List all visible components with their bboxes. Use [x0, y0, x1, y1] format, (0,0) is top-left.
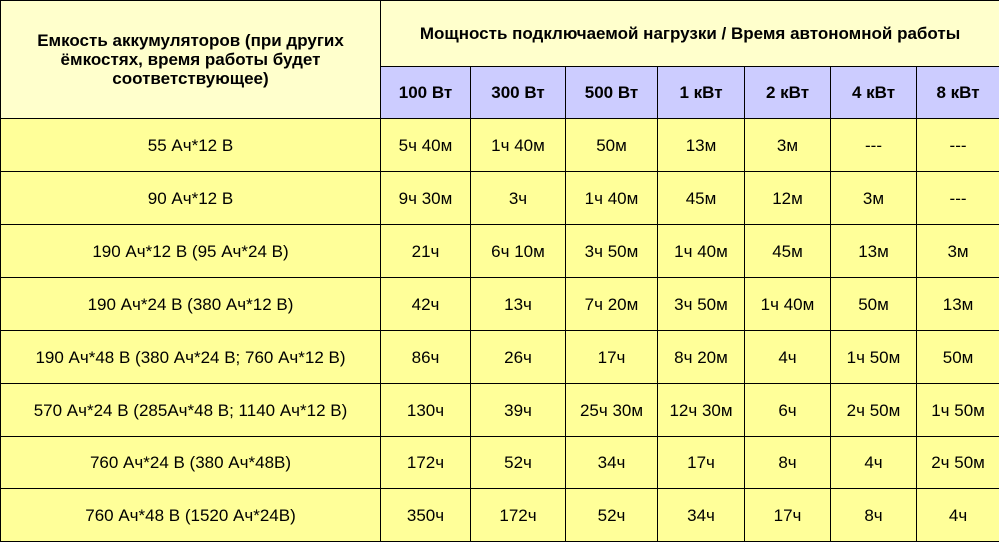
- runtime-cell: 2ч 50м: [831, 384, 917, 437]
- table-row: 190 Ач*48 В (380 Ач*24 В; 760 Ач*12 В)86…: [1, 331, 999, 384]
- runtime-cell: 3м: [745, 119, 831, 172]
- runtime-cell: 1ч 40м: [566, 172, 658, 225]
- runtime-cell: 52ч: [471, 437, 566, 489]
- runtime-cell: 172ч: [471, 489, 566, 542]
- runtime-cell: 45м: [658, 172, 745, 225]
- runtime-cell: 42ч: [381, 278, 471, 331]
- power-column-header: 8 кВт: [917, 67, 999, 119]
- capacity-cell: 570 Ач*24 В (285Ач*48 В; 1140 Ач*12 В): [1, 384, 381, 437]
- runtime-cell: 3ч 50м: [566, 225, 658, 278]
- runtime-cell: 13м: [917, 278, 999, 331]
- runtime-cell: 13ч: [471, 278, 566, 331]
- runtime-cell: 9ч 30м: [381, 172, 471, 225]
- runtime-cell: 1ч 40м: [745, 278, 831, 331]
- runtime-cell: 1ч 40м: [471, 119, 566, 172]
- runtime-cell: ---: [917, 172, 999, 225]
- capacity-cell: 760 Ач*24 В (380 Ач*48В): [1, 437, 381, 489]
- runtime-cell: 26ч: [471, 331, 566, 384]
- runtime-cell: 8ч: [745, 437, 831, 489]
- runtime-cell: 12ч 30м: [658, 384, 745, 437]
- capacity-cell: 760 Ач*48 В (1520 Ач*24В): [1, 489, 381, 542]
- runtime-cell: 8ч 20м: [658, 331, 745, 384]
- power-column-header: 300 Вт: [471, 67, 566, 119]
- power-column-header: 1 кВт: [658, 67, 745, 119]
- runtime-cell: 5ч 40м: [381, 119, 471, 172]
- runtime-cell: 52ч: [566, 489, 658, 542]
- power-column-header: 500 Вт: [566, 67, 658, 119]
- runtime-cell: 130ч: [381, 384, 471, 437]
- runtime-cell: 350ч: [381, 489, 471, 542]
- runtime-cell: 1ч 40м: [658, 225, 745, 278]
- runtime-cell: 3м: [917, 225, 999, 278]
- capacity-cell: 190 Ач*12 В (95 Ач*24 В): [1, 225, 381, 278]
- runtime-cell: 50м: [831, 278, 917, 331]
- runtime-cell: 12м: [745, 172, 831, 225]
- runtime-cell: 13м: [831, 225, 917, 278]
- runtime-cell: 86ч: [381, 331, 471, 384]
- runtime-cell: 1ч 50м: [831, 331, 917, 384]
- runtime-cell: 2ч 50м: [917, 437, 999, 489]
- runtime-cell: 13м: [658, 119, 745, 172]
- runtime-cell: 172ч: [381, 437, 471, 489]
- runtime-cell: 8ч: [831, 489, 917, 542]
- runtime-cell: ---: [831, 119, 917, 172]
- runtime-cell: 25ч 30м: [566, 384, 658, 437]
- runtime-cell: 3ч 50м: [658, 278, 745, 331]
- runtime-cell: 6ч: [745, 384, 831, 437]
- runtime-cell: 50м: [917, 331, 999, 384]
- capacity-cell: 190 Ач*24 В (380 Ач*12 В): [1, 278, 381, 331]
- runtime-cell: 50м: [566, 119, 658, 172]
- runtime-cell: 39ч: [471, 384, 566, 437]
- runtime-cell: 4ч: [917, 489, 999, 542]
- runtime-cell: 17ч: [745, 489, 831, 542]
- capacity-cell: 90 Ач*12 В: [1, 172, 381, 225]
- capacity-cell: 190 Ач*48 В (380 Ач*24 В; 760 Ач*12 В): [1, 331, 381, 384]
- load-power-group-header: Мощность подключаемой нагрузки / Время а…: [381, 1, 999, 67]
- runtime-cell: 3ч: [471, 172, 566, 225]
- runtime-cell: 34ч: [658, 489, 745, 542]
- runtime-cell: 21ч: [381, 225, 471, 278]
- runtime-cell: 7ч 20м: [566, 278, 658, 331]
- runtime-cell: 3м: [831, 172, 917, 225]
- runtime-cell: ---: [917, 119, 999, 172]
- table-row: 570 Ач*24 В (285Ач*48 В; 1140 Ач*12 В)13…: [1, 384, 999, 437]
- runtime-cell: 45м: [745, 225, 831, 278]
- power-column-header: 100 Вт: [381, 67, 471, 119]
- power-column-header: 2 кВт: [745, 67, 831, 119]
- runtime-cell: 34ч: [566, 437, 658, 489]
- power-column-header: 4 кВт: [831, 67, 917, 119]
- runtime-cell: 6ч 10м: [471, 225, 566, 278]
- runtime-cell: 1ч 50м: [917, 384, 999, 437]
- capacity-cell: 55 Ач*12 В: [1, 119, 381, 172]
- runtime-cell: 17ч: [566, 331, 658, 384]
- runtime-cell: 4ч: [745, 331, 831, 384]
- runtime-cell: 17ч: [658, 437, 745, 489]
- runtime-cell: 4ч: [831, 437, 917, 489]
- capacity-column-header: Емкость аккумуляторов (при других ёмкост…: [1, 1, 381, 119]
